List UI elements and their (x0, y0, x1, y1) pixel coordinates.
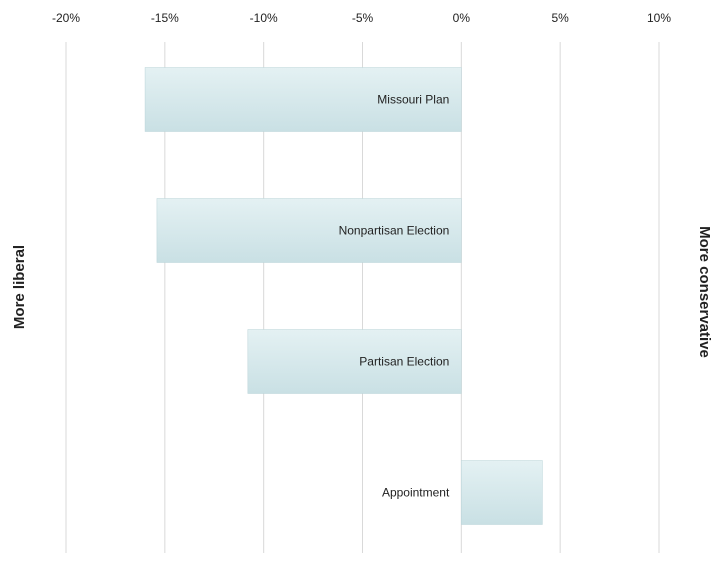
category-label: Appointment (382, 486, 450, 500)
x-tick-label: -20% (52, 11, 80, 25)
bar (461, 460, 543, 525)
x-tick-label: -5% (352, 11, 374, 25)
category-label: Missouri Plan (377, 93, 449, 107)
bar (156, 198, 462, 263)
x-tick-label: -10% (250, 11, 278, 25)
x-tick-label: 5% (551, 11, 569, 25)
left-axis-label: More liberal (11, 245, 28, 329)
right-axis-label: More conservative (696, 226, 713, 358)
category-labels: Missouri Plan Nonpartisan Election Partisa… (339, 93, 450, 500)
category-label: Partisan Election (359, 355, 449, 369)
x-axis-ticks: -20% -15% -10% -5% 0% 5% 10% (52, 11, 671, 25)
x-tick-label: -15% (151, 11, 179, 25)
bar (144, 67, 462, 132)
x-tick-label: 10% (647, 11, 671, 25)
category-label: Nonpartisan Election (339, 224, 450, 238)
x-tick-label: 0% (453, 11, 471, 25)
bar (247, 329, 462, 394)
bars (144, 67, 543, 525)
